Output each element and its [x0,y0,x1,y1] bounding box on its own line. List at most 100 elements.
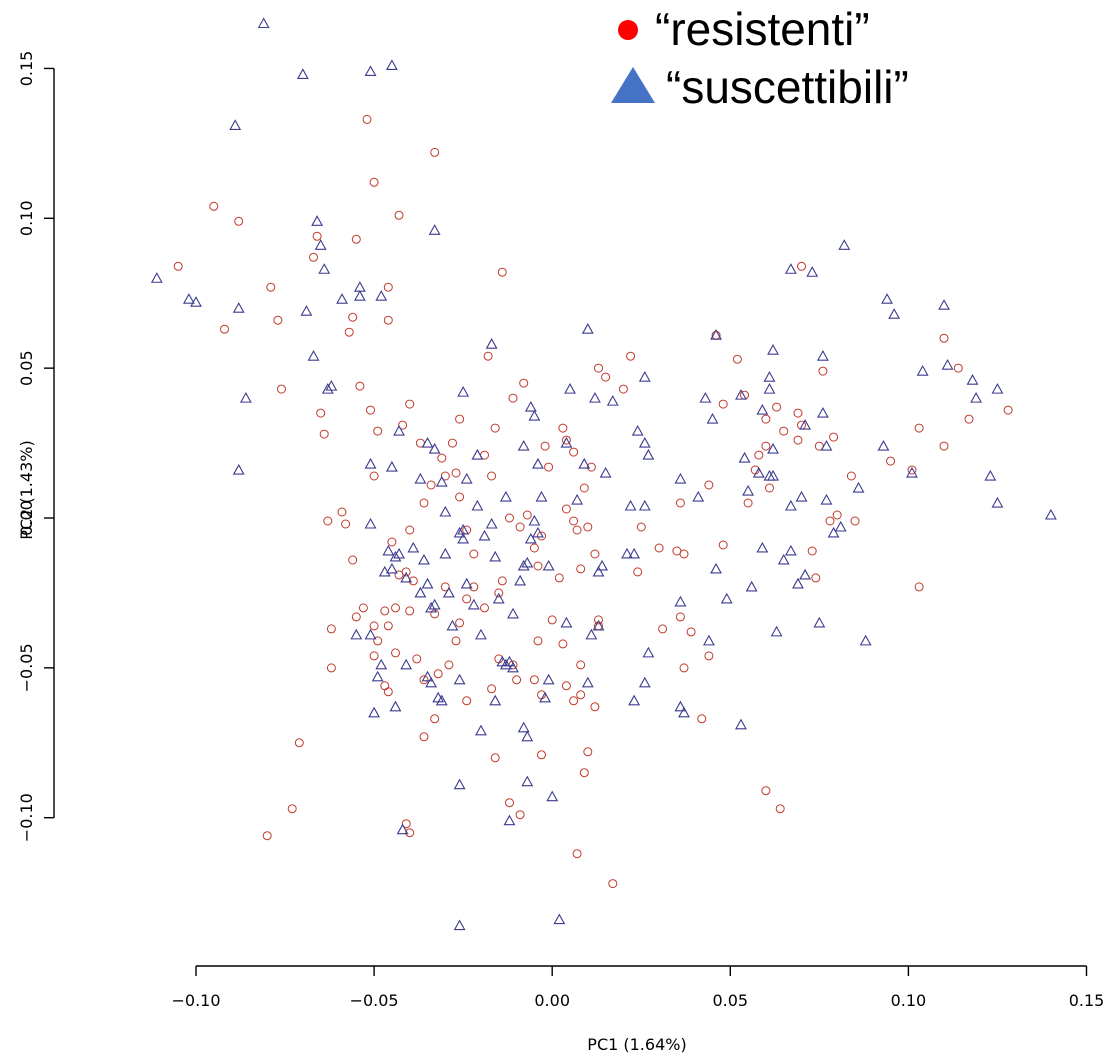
resistenti-point [537,531,546,541]
resistenti-point [583,747,593,757]
resistenti-point [793,435,803,445]
resistenti-point [964,414,974,424]
resistenti-point [419,732,429,742]
suscettibili-point [517,721,530,733]
resistenti-point [779,426,789,436]
suscettibili-point [467,598,480,610]
suscettibili-point [507,661,519,673]
suscettibili-point [435,475,448,487]
resistenti-point [408,576,418,586]
suscettibili-point [318,263,331,274]
suscettibili-point [756,403,769,415]
resistenti-point [508,393,518,403]
x-tick-label: 0.05 [712,991,748,1010]
suscettibili-point [475,628,487,640]
suscettibili-point [393,547,405,559]
resistenti-point [772,402,782,412]
y-tick-label: 0.05 [17,350,36,386]
resistenti-point [594,615,603,625]
resistenti-point [547,615,557,625]
suscettibili-point [606,394,619,406]
resistenti-point [754,450,764,460]
resistenti-point [316,408,326,418]
resistenti-point [497,576,507,586]
suscettibili-point [578,457,591,469]
resistenti-point [775,804,785,814]
suscettibili-point [784,263,797,274]
resistenti-point [793,408,803,418]
resistenti-point [348,312,358,322]
resistenti-point [818,366,828,376]
resistenti-point [608,879,618,889]
suscettibili-point [300,305,313,316]
resistenti-point [761,414,771,424]
resistenti-point [369,621,379,631]
suscettibili-point [439,547,452,559]
suscettibili-point [382,544,395,556]
resistenti-point [419,675,429,685]
suscettibili-point [428,442,441,454]
resistenti-point [732,354,742,364]
suscettibili-point [517,439,530,451]
resistenti-point [832,510,842,520]
resistenti-point [561,681,571,691]
resistenti-point [512,675,522,685]
suscettibili-point [852,481,865,493]
resistenti-point [487,684,497,694]
suscettibili-point [991,496,1004,508]
resistenti-point [515,810,525,820]
resistenti-point [529,543,539,553]
resistenti-point [807,546,817,556]
resistenti-point [451,468,461,478]
suscettibili-point [407,541,420,553]
suscettibili-point [638,436,651,448]
suscettibili-point [453,778,466,790]
suscettibili-point [585,628,598,640]
resistenti-point [850,516,860,526]
resistenti-point [490,753,500,763]
resistenti-point [505,798,514,808]
x-tick-label: 0.00 [534,991,570,1010]
suscettibili-point [257,17,270,29]
resistenti-point [405,525,415,535]
suscettibili-point [763,382,776,394]
suscettibili-point [421,670,434,682]
resistenti-point [761,786,771,796]
suscettibili-point [702,634,715,646]
resistenti-point [761,441,771,451]
x-axis: −0.10 −0.05 0.00 0.05 0.10 0.15 [171,965,1104,1010]
suscettibili-point [970,391,983,403]
resistenti-point [369,177,379,187]
resistenti-point [886,456,896,466]
resistenti-point [394,570,404,580]
legend-label-suscettibili: “suscettibili” [666,61,909,113]
suscettibili-point [528,409,541,421]
suscettibili-point [816,350,829,361]
resistenti-point [440,582,450,592]
resistenti-point [430,147,440,157]
suscettibili-point [517,559,530,571]
suscettibili-point [877,439,890,451]
resistenti-point [679,549,689,559]
suscettibili-point [941,359,954,370]
suscettibili-point [984,469,997,481]
suscettibili-point [770,625,783,637]
resistenti-point [433,669,443,679]
suscettibili-point [752,466,765,478]
resistenti-point [380,606,390,616]
resistenti-point [569,696,579,706]
resistenti-point [173,261,183,271]
suscettibili-point [571,493,584,505]
suscettibili-point [400,571,413,583]
y-tick-label: −0.05 [17,643,36,692]
suscettibili-point [499,490,512,502]
resistenti-point [437,453,447,463]
suscettibili-point [364,628,377,640]
resistenti-point [383,282,393,292]
resistenti-point [686,627,696,637]
resistenti-point [462,594,472,604]
suscettibili-point [471,499,484,511]
suscettibili-point [834,520,847,532]
resistenti-point [426,480,436,490]
suscettibili-point [767,442,779,454]
